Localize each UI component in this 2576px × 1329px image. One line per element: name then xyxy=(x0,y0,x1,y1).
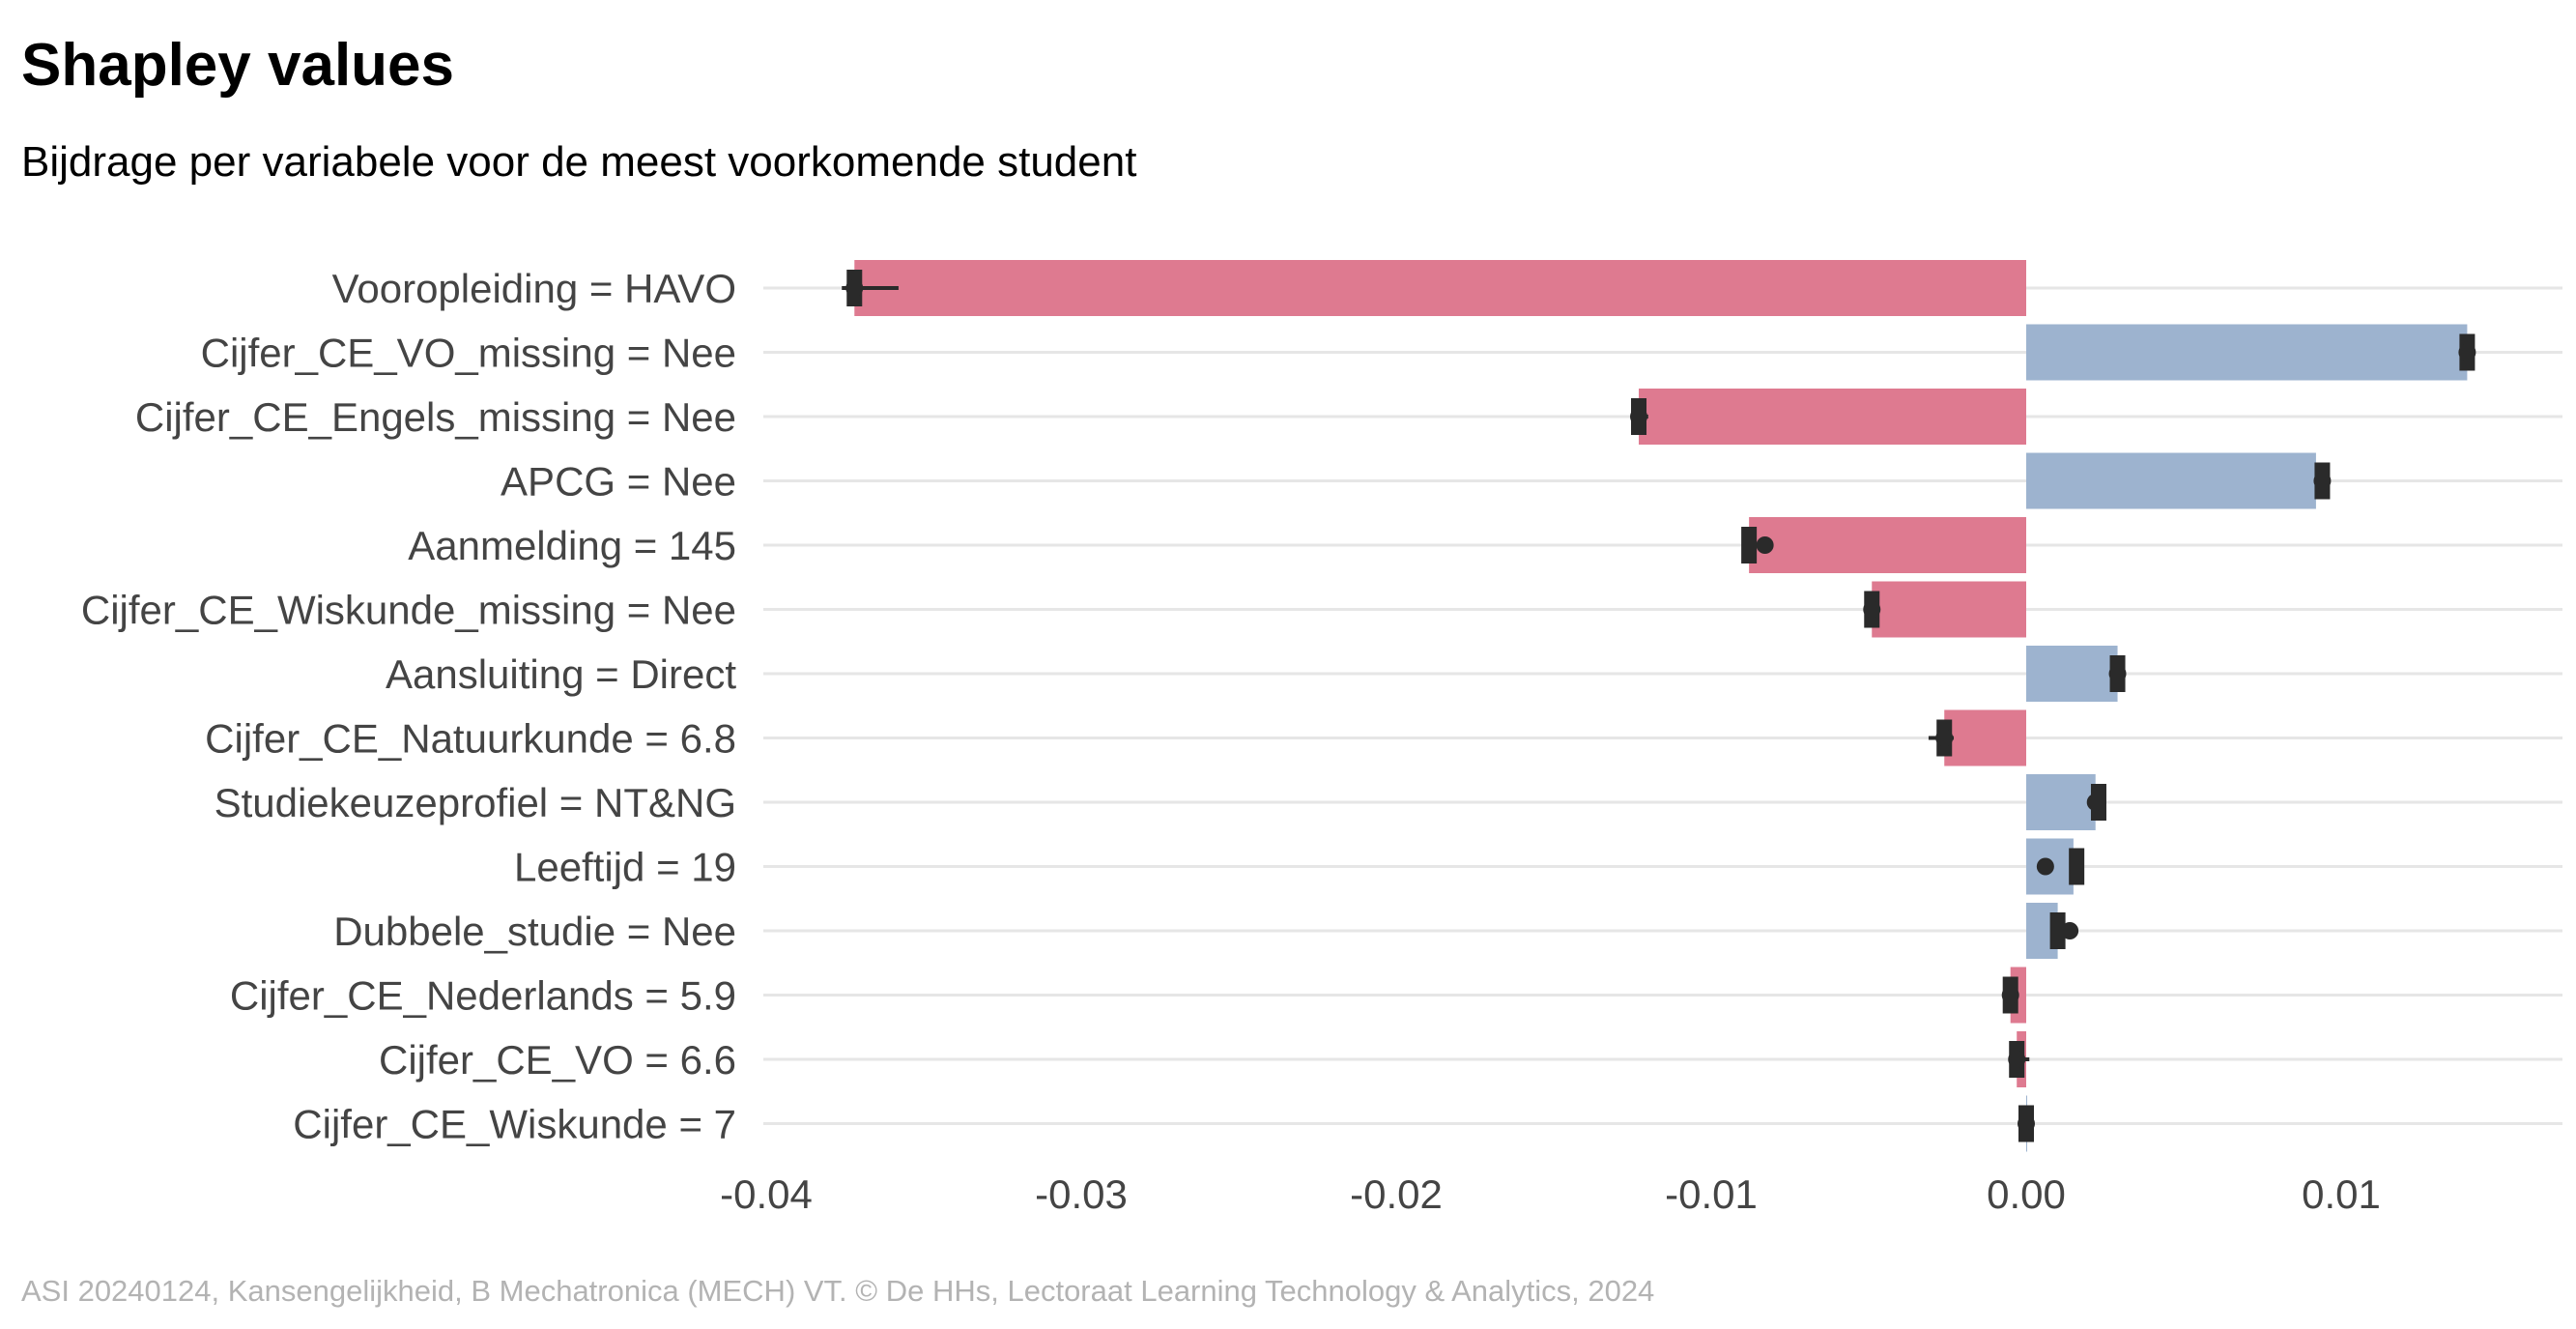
point-marker xyxy=(1756,536,1774,554)
point-marker xyxy=(2108,665,2127,682)
category-label: Vooropleiding = HAVO xyxy=(332,266,736,311)
gridlines xyxy=(763,286,2562,1125)
box-marker xyxy=(1741,527,1758,563)
markers xyxy=(842,270,2476,1142)
point-marker xyxy=(2458,343,2476,361)
chart-subtitle: Bijdrage per variabele voor de meest voo… xyxy=(21,138,1136,186)
category-label: Cijfer_CE_Wiskunde_missing = Nee xyxy=(81,588,736,633)
x-tick-label: -0.03 xyxy=(1035,1171,1128,1217)
category-label: Dubbele_studie = Nee xyxy=(333,909,736,954)
point-marker xyxy=(2008,1051,2026,1068)
category-label: Aansluiting = Direct xyxy=(386,651,736,697)
chart-title: Shapley values xyxy=(21,32,454,99)
x-tick-label: -0.02 xyxy=(1350,1171,1443,1217)
bar xyxy=(2026,324,2468,381)
point-marker xyxy=(2018,1114,2035,1133)
point-marker xyxy=(2036,857,2054,876)
point-marker xyxy=(2001,986,2019,1004)
bar xyxy=(2026,774,2096,830)
chart-caption: ASI 20240124, Kansengelijkheid, B Mechat… xyxy=(21,1274,1654,1308)
bar xyxy=(1749,517,2026,573)
x-tick-label: -0.01 xyxy=(1665,1171,1758,1217)
bar xyxy=(1872,581,2026,638)
category-label: Cijfer_CE_VO_missing = Nee xyxy=(201,331,736,376)
point-marker xyxy=(845,279,864,297)
category-label: Aanmelding = 145 xyxy=(408,523,736,568)
x-axis-ticks: -0.04 -0.03 -0.02 -0.01 0.00 0.01 xyxy=(720,1171,2381,1217)
bar xyxy=(1639,389,2026,445)
x-tick-label: -0.04 xyxy=(720,1171,813,1217)
box-marker xyxy=(2049,912,2066,949)
x-tick-label: 0.01 xyxy=(2302,1171,2381,1217)
category-label: Leeftijd = 19 xyxy=(514,845,736,890)
bar xyxy=(1944,709,2026,766)
box-marker xyxy=(2069,848,2085,885)
category-label: Cijfer_CE_Natuurkunde = 6.8 xyxy=(205,716,736,762)
x-tick-label: 0.00 xyxy=(1987,1171,2066,1217)
category-label: Studiekeuzeprofiel = NT&NG xyxy=(215,780,736,825)
bars xyxy=(854,260,2468,1152)
category-label: Cijfer_CE_Wiskunde = 7 xyxy=(293,1102,736,1147)
point-marker xyxy=(1863,600,1881,619)
point-marker xyxy=(2313,472,2332,490)
category-label: Cijfer_CE_Engels_missing = Nee xyxy=(135,394,736,440)
point-marker xyxy=(2061,922,2079,939)
category-label: APCG = Nee xyxy=(501,459,736,505)
bar xyxy=(2026,646,2118,702)
category-label: Cijfer_CE_VO = 6.6 xyxy=(379,1037,736,1083)
category-labels: Vooropleiding = HAVO Cijfer_CE_VO_missing… xyxy=(81,266,736,1147)
bar xyxy=(2026,452,2316,509)
point-marker xyxy=(1630,408,1648,425)
point-marker xyxy=(2086,794,2104,811)
bar xyxy=(854,260,2026,316)
point-marker xyxy=(1935,729,1954,747)
category-label: Cijfer_CE_Nederlands = 5.9 xyxy=(230,973,736,1019)
